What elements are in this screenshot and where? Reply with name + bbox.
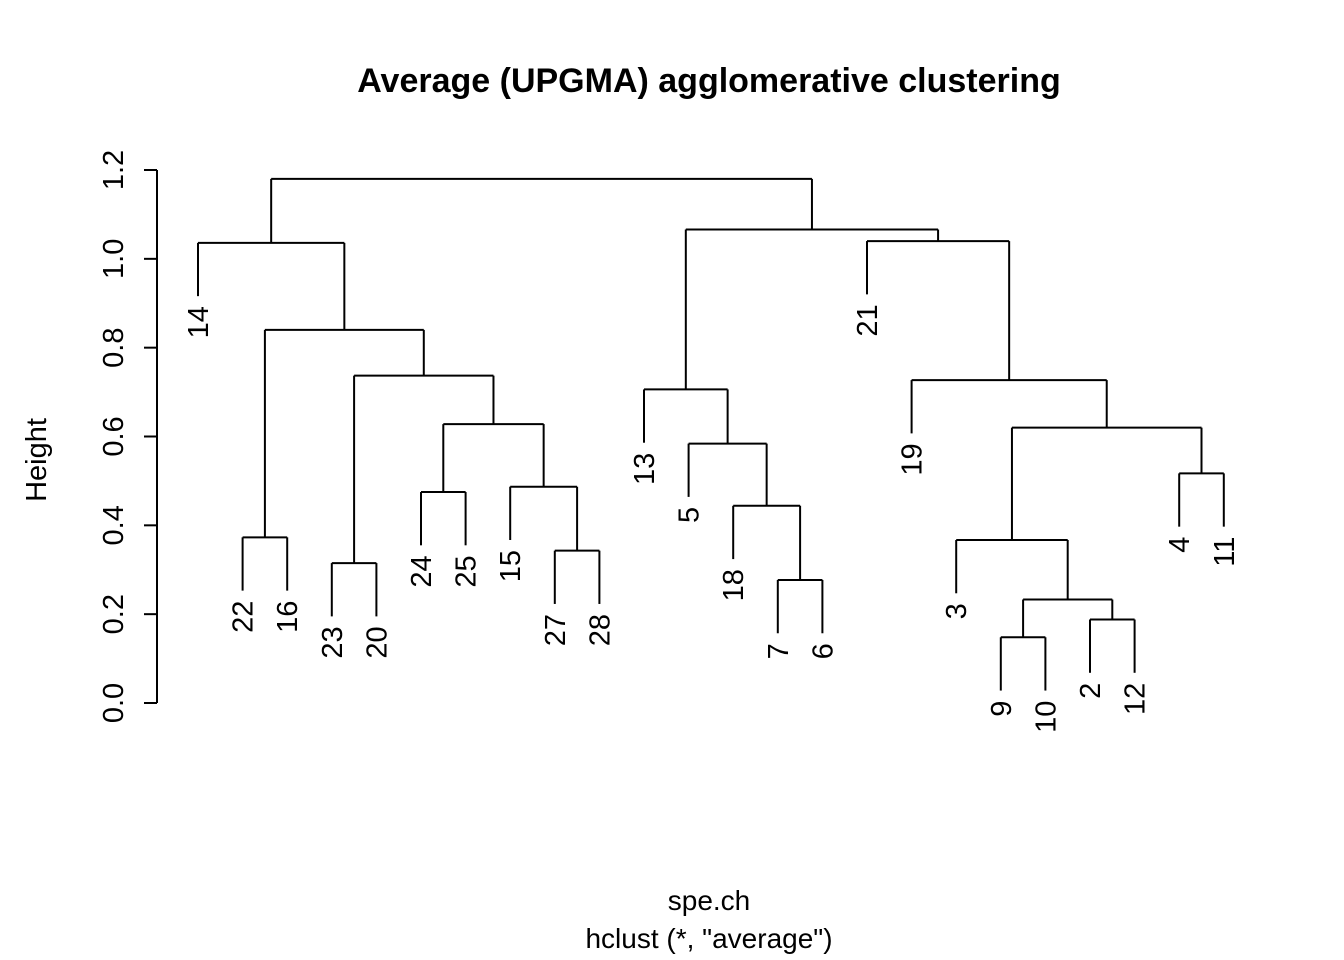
leaf-label: 28 xyxy=(584,614,616,646)
y-axis-label: Height xyxy=(21,418,53,502)
x-axis-label: spe.ch xyxy=(668,885,751,916)
leaf-label: 22 xyxy=(228,601,260,633)
leaf-label: 7 xyxy=(763,643,795,659)
dendrogram-tree xyxy=(197,177,1225,691)
leaf-label: 9 xyxy=(986,701,1018,717)
y-tick-label: 0.2 xyxy=(98,594,130,634)
y-tick-label: 1.2 xyxy=(98,150,130,190)
leaf-label: 15 xyxy=(495,550,527,582)
leaf-label: 14 xyxy=(183,306,215,338)
leaf-label: 24 xyxy=(406,555,438,587)
leaf-label: 25 xyxy=(451,555,483,587)
leaf-labels: 14 22 16 23 20 24 25 15 27 28 13 5 18 7 6 21 19 3 9 10 2 12 4 1… xyxy=(183,304,1241,732)
y-tick-label: 1.0 xyxy=(98,239,130,279)
y-tick-label: 0.8 xyxy=(98,328,130,368)
leaf-label: 6 xyxy=(807,643,839,659)
leaf-label: 3 xyxy=(941,603,973,619)
leaf-label: 19 xyxy=(897,443,929,475)
leaf-label: 20 xyxy=(361,626,393,658)
leaf-label: 18 xyxy=(718,569,750,601)
y-axis: 0.0 0.2 0.4 0.6 0.8 1.0 1.2 xyxy=(98,150,158,723)
leaf-label: 2 xyxy=(1075,683,1107,699)
leaf-label: 12 xyxy=(1120,683,1152,715)
chart-title: Average (UPGMA) agglomerative clustering xyxy=(357,62,1060,100)
leaf-label: 23 xyxy=(317,626,349,658)
leaf-label: 13 xyxy=(629,453,661,485)
leaf-label: 27 xyxy=(540,614,572,646)
method-sublabel: hclust (*, "average") xyxy=(585,923,832,954)
y-tick-label: 0.6 xyxy=(98,416,130,456)
leaf-label: 16 xyxy=(272,601,304,633)
leaf-label: 4 xyxy=(1164,537,1196,553)
leaf-label: 11 xyxy=(1209,537,1241,567)
leaf-label: 21 xyxy=(852,304,884,336)
leaf-label: 5 xyxy=(674,507,706,523)
y-tick-label: 0.0 xyxy=(98,683,130,723)
y-tick-label: 0.4 xyxy=(98,505,130,545)
leaf-label: 10 xyxy=(1030,701,1062,733)
